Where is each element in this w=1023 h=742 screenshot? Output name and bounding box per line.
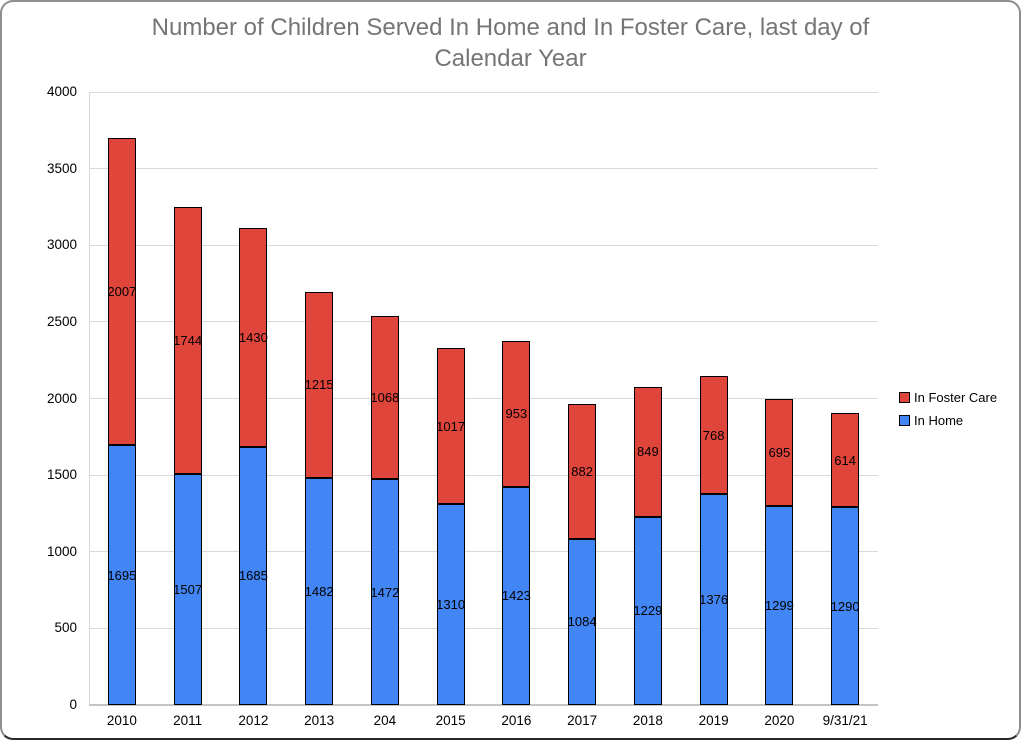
bar-value-label: 1229	[633, 603, 663, 619]
legend-label: In Home	[914, 413, 964, 428]
bar-segment-in-home	[173, 474, 202, 705]
bar-segment-in-home	[633, 516, 662, 705]
legend: In Foster Care In Home	[899, 389, 997, 435]
x-axis-tick-label: 2011	[173, 713, 203, 728]
bar-segment-in-home	[831, 507, 860, 705]
y-axis-tick-label: 4000	[46, 84, 77, 99]
bar-segment-in-foster-care	[173, 206, 202, 475]
gridline	[89, 168, 878, 170]
gridline	[89, 244, 878, 246]
chart-title-line-1: Number of Children Served In Home and In…	[151, 14, 870, 41]
bar-segment-in-foster-care	[107, 137, 136, 446]
bar-segment-in-foster-care	[502, 340, 531, 487]
legend-swatch	[899, 415, 910, 426]
bar-segment-in-home	[765, 505, 794, 705]
gridline	[89, 91, 878, 93]
bar-value-label: 849	[637, 444, 659, 460]
legend-item-in-home: In Home	[899, 412, 997, 429]
bar-value-label: 1472	[370, 584, 400, 600]
legend-label: In Foster Care	[914, 390, 998, 405]
bar-segment-in-home	[436, 504, 465, 705]
bar-value-label: 614	[834, 452, 856, 468]
gridline	[89, 551, 878, 553]
bar-segment-in-foster-care	[831, 413, 860, 508]
bar-value-label: 695	[768, 445, 791, 461]
y-axis-tick-label: 1000	[46, 543, 77, 559]
gridline	[89, 627, 878, 629]
bar-value-label: 882	[571, 463, 593, 479]
gridline	[89, 321, 878, 323]
bar-segment-in-foster-care	[305, 291, 334, 478]
bar-segment-in-foster-care	[699, 376, 728, 495]
x-axis-tick-label: 2017	[567, 713, 598, 728]
y-axis-tick-label: 500	[54, 620, 77, 636]
x-axis-tick-label: 2013	[304, 713, 335, 728]
plot-area: 0 500 1000 1500 2000 2500 3000 3500 4000 1695 2007…	[47, 84, 878, 728]
bar-segment-in-home	[107, 445, 136, 705]
y-axis-tick-label: 2000	[46, 390, 77, 406]
x-axis-tick-label: 2019	[698, 713, 729, 728]
x-axis-tick-label: 2015	[435, 713, 466, 728]
bar-value-label: 1299	[764, 597, 794, 613]
bar-value-label: 1744	[173, 332, 203, 348]
bar-value-label: 1068	[370, 390, 400, 406]
bar-segment-in-home	[699, 494, 728, 705]
legend-item-in-foster-care: In Foster Care	[899, 389, 997, 406]
bar-value-label: 1084	[567, 614, 597, 630]
x-axis-tick-label: 9/31/21	[822, 713, 868, 728]
bar-value-label: 1685	[238, 568, 268, 584]
bar-segment-in-foster-care	[633, 386, 662, 517]
x-axis-tick-label: 2016	[501, 713, 532, 728]
bar-value-label: 1017	[436, 418, 466, 434]
y-axis-tick-label: 1500	[46, 467, 77, 483]
bar-segment-in-foster-care	[568, 403, 597, 539]
bar-segment-in-home	[305, 477, 334, 705]
y-axis-tick-label: 3500	[46, 160, 77, 176]
chart-title-line-2: Calendar Year	[434, 45, 587, 72]
y-axis-tick-label: 2500	[46, 313, 77, 329]
bar-value-label: 1482	[304, 583, 334, 599]
bar-value-label: 1310	[436, 597, 466, 613]
bar-segment-in-home	[239, 446, 268, 705]
bar-segment-in-foster-care	[765, 399, 794, 506]
gridline	[89, 398, 878, 399]
bar-value-label: 953	[505, 406, 528, 422]
bar-value-label: 1376	[699, 592, 729, 608]
x-axis-tick-label: 2020	[764, 713, 795, 728]
chart-title: Number of Children Served In Home and In…	[2, 12, 1019, 74]
y-axis-tick-label: 0	[69, 697, 77, 712]
bar-segment-in-home	[568, 538, 597, 705]
bar-value-label: 1215	[304, 377, 334, 393]
bar-value-label: 1430	[238, 329, 268, 345]
x-axis-line	[89, 704, 878, 706]
bar-segment-in-foster-care	[239, 227, 268, 447]
bar-value-label: 1423	[501, 588, 531, 604]
bar-segment-in-foster-care	[370, 315, 399, 480]
bar-value-label: 768	[702, 427, 725, 443]
bar-value-label: 1290	[830, 598, 860, 614]
bar-segment-in-home	[502, 486, 531, 705]
bar-value-label: 2007	[107, 283, 137, 299]
legend-swatch	[899, 392, 910, 403]
x-axis-tick-label: 2018	[632, 713, 663, 728]
bar-segment-in-home	[370, 479, 399, 705]
y-axis-tick-label: 3000	[46, 237, 77, 253]
bar-segment-in-foster-care	[436, 348, 465, 505]
bar-value-label: 1507	[173, 582, 203, 598]
x-axis-tick-label: 2012	[238, 713, 269, 728]
gridline	[89, 474, 878, 476]
x-axis-tick-label: 2010	[106, 713, 137, 728]
bar-value-label: 1695	[107, 567, 137, 583]
x-axis-tick-label: 204	[373, 713, 397, 728]
